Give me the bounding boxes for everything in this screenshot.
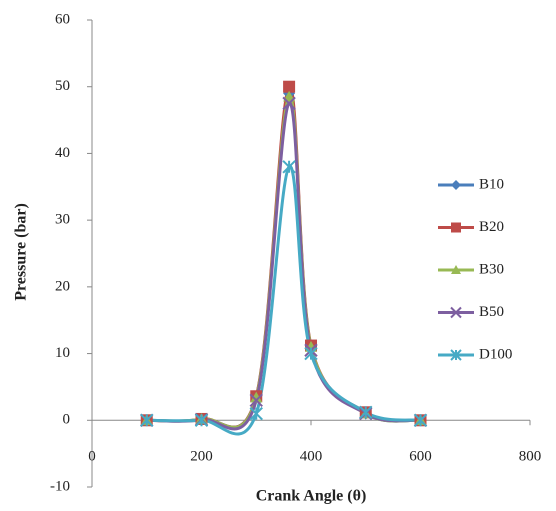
- legend-marker: [450, 306, 462, 319]
- x-tick-label: 400: [300, 448, 323, 464]
- x-tick-label: 200: [190, 448, 213, 464]
- marker: [413, 413, 428, 427]
- marker: [249, 406, 263, 421]
- legend-marker: [451, 180, 461, 190]
- legend-label: B30: [479, 261, 504, 277]
- x-axis-title: Crank Angle (θ): [256, 488, 367, 505]
- marker: [249, 393, 263, 407]
- legend-marker: [451, 222, 461, 233]
- x-tick-label: 0: [88, 448, 96, 464]
- series-line: [146, 101, 421, 431]
- marker: [250, 391, 263, 403]
- y-axis-title: Pressure (bar): [13, 203, 30, 301]
- y-tick-label: 0: [63, 412, 71, 428]
- legend-marker: [451, 265, 461, 274]
- y-tick-label: 40: [55, 145, 70, 161]
- y-tick-label: 30: [55, 212, 70, 228]
- marker: [283, 90, 296, 102]
- marker: [305, 340, 317, 352]
- y-tick-label: 10: [55, 345, 70, 361]
- legend-label: B50: [479, 304, 504, 320]
- x-tick-label: 800: [519, 448, 542, 464]
- marker: [140, 413, 154, 427]
- legend-marker: [450, 349, 462, 361]
- marker: [359, 405, 373, 419]
- y-tick-label: 20: [55, 278, 70, 294]
- legend-label: B10: [479, 176, 504, 192]
- legend-label: D100: [479, 346, 512, 362]
- legend-label: B20: [479, 219, 504, 235]
- x-tick-label: 600: [409, 448, 432, 464]
- y-tick-label: 50: [55, 78, 70, 94]
- marker: [282, 160, 296, 174]
- marker: [282, 96, 296, 111]
- marker: [194, 413, 209, 427]
- marker: [304, 346, 318, 361]
- series-line: [146, 165, 421, 436]
- y-tick-label: 60: [55, 11, 70, 27]
- marker: [283, 80, 296, 93]
- y-tick-label: -10: [50, 478, 70, 494]
